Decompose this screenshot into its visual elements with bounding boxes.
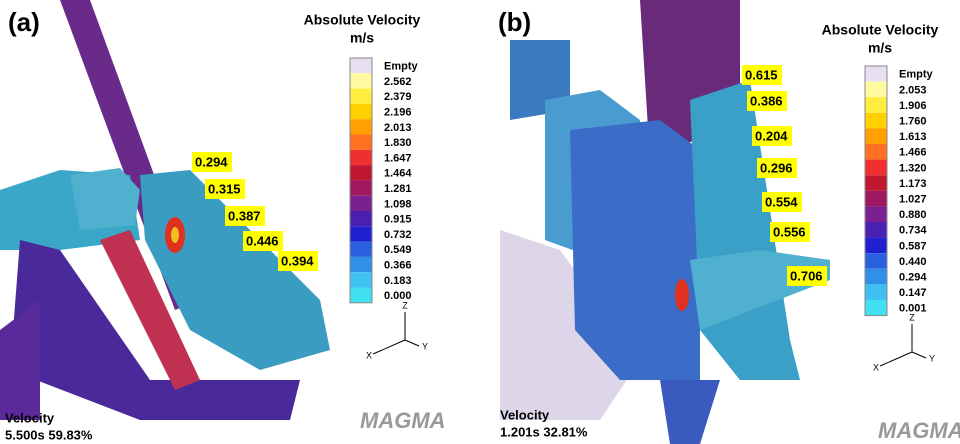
panel-label: (a) xyxy=(8,7,40,37)
legend-title: Absolute Velocity xyxy=(822,22,939,38)
legend-title: Absolute Velocity xyxy=(304,12,421,28)
legend-entry: 0.915 xyxy=(384,214,412,226)
panel-a-render xyxy=(0,0,330,420)
legend-swatch xyxy=(350,226,372,241)
annotation: 0.386 xyxy=(750,93,783,108)
legend-swatch xyxy=(350,180,372,195)
legend-entry: 0.734 xyxy=(899,225,927,237)
axis-label: X xyxy=(873,362,879,372)
legend-swatch xyxy=(350,73,372,88)
legend-entry: 1.098 xyxy=(384,198,412,210)
legend-entry: 2.379 xyxy=(384,91,412,103)
legend-swatch xyxy=(865,66,887,82)
legend-swatch xyxy=(350,211,372,226)
legend-swatch xyxy=(350,135,372,150)
legend-swatch xyxy=(865,269,887,285)
legend-swatch xyxy=(350,150,372,165)
legend-swatch xyxy=(350,196,372,211)
annotation: 0.446 xyxy=(246,233,279,248)
legend-swatch xyxy=(350,165,372,180)
axis-x xyxy=(373,340,405,354)
footer-quantity: Velocity xyxy=(500,407,550,422)
legend-swatch xyxy=(865,113,887,129)
legend-entry: 0.366 xyxy=(384,259,412,271)
axis-label: Y xyxy=(929,353,935,363)
legend-entry: 0.880 xyxy=(899,209,927,221)
legend-swatch xyxy=(350,257,372,272)
axis-label: X xyxy=(366,350,372,360)
footer-status: 1.201s 32.81% xyxy=(500,424,588,439)
legend-entry: 2.053 xyxy=(899,84,927,96)
axis-label: Z xyxy=(402,300,408,310)
legend-swatch xyxy=(350,288,372,303)
legend-swatch xyxy=(350,272,372,287)
legend-swatch xyxy=(865,253,887,269)
annotation: 0.394 xyxy=(281,253,314,268)
legend-entry: 1.281 xyxy=(384,183,412,195)
legend-entry: 0.549 xyxy=(384,244,412,256)
legend-swatch xyxy=(865,97,887,113)
legend-entry: 2.562 xyxy=(384,76,412,88)
annotation: 0.387 xyxy=(228,208,261,223)
legend-unit: m/s xyxy=(868,40,892,56)
legend-entry: 0.587 xyxy=(899,240,927,252)
legend-swatch xyxy=(350,119,372,134)
legend-swatch xyxy=(865,175,887,191)
annotation: 0.706 xyxy=(790,268,823,283)
legend-entry: 0.294 xyxy=(899,272,927,284)
annotation: 0.554 xyxy=(765,194,798,209)
legend-entry: 1.760 xyxy=(899,116,927,128)
legend-entry: 0.440 xyxy=(899,256,927,268)
axis-y xyxy=(405,340,419,346)
logo: MAGMA xyxy=(878,418,960,443)
annotation: 0.296 xyxy=(760,160,793,175)
legend-entry: 1.647 xyxy=(384,152,412,164)
annotation: 0.294 xyxy=(195,154,228,169)
axis-label: Y xyxy=(422,341,428,351)
legend-entry: 1.027 xyxy=(899,194,927,206)
legend-entry: 1.173 xyxy=(899,178,927,190)
annotation: 0.315 xyxy=(208,181,241,196)
axis-x xyxy=(880,352,912,366)
legend-entry: 0.732 xyxy=(384,229,412,241)
logo: MAGMA xyxy=(360,408,446,433)
legend-swatch xyxy=(865,191,887,207)
annotation: 0.615 xyxy=(745,67,778,82)
legend-unit: m/s xyxy=(350,30,374,46)
axis-y xyxy=(912,352,926,358)
legend-entry: 1.466 xyxy=(899,147,927,159)
annotation: 0.204 xyxy=(755,128,788,143)
legend-swatch xyxy=(350,89,372,104)
legend-swatch xyxy=(350,242,372,257)
legend-entry: 2.013 xyxy=(384,122,412,134)
legend-swatch xyxy=(865,238,887,254)
figure: (a) Absolute Velocity m/s Empty 2.562 2.379 2.… xyxy=(0,0,960,444)
legend-swatch xyxy=(865,82,887,98)
legend-swatch xyxy=(865,206,887,222)
legend-swatch xyxy=(865,222,887,238)
legend-entry: 1.464 xyxy=(384,168,412,180)
legend-entry: 0.183 xyxy=(384,275,412,287)
legend-swatch xyxy=(350,58,372,73)
legend-entry: 1.613 xyxy=(899,131,927,143)
legend-entry: Empty xyxy=(384,61,419,73)
legend-entry: 0.147 xyxy=(899,287,927,299)
footer-status: 5.500s 59.83% xyxy=(5,427,93,442)
legend-entry: 1.906 xyxy=(899,100,927,112)
axis-label: Z xyxy=(909,312,915,322)
panel-label: (b) xyxy=(498,7,531,37)
legend-swatch xyxy=(865,284,887,300)
legend-swatch xyxy=(865,144,887,160)
legend-swatch xyxy=(865,300,887,316)
legend-entry: Empty xyxy=(899,69,934,81)
footer-quantity: Velocity xyxy=(5,410,55,425)
legend-swatch xyxy=(865,128,887,144)
legend-entry: 1.320 xyxy=(899,162,927,174)
annotation: 0.556 xyxy=(773,224,806,239)
legend-swatch xyxy=(350,104,372,119)
legend-entry: 1.830 xyxy=(384,137,412,149)
legend-entry: 2.196 xyxy=(384,106,412,118)
legend-swatch xyxy=(865,160,887,176)
